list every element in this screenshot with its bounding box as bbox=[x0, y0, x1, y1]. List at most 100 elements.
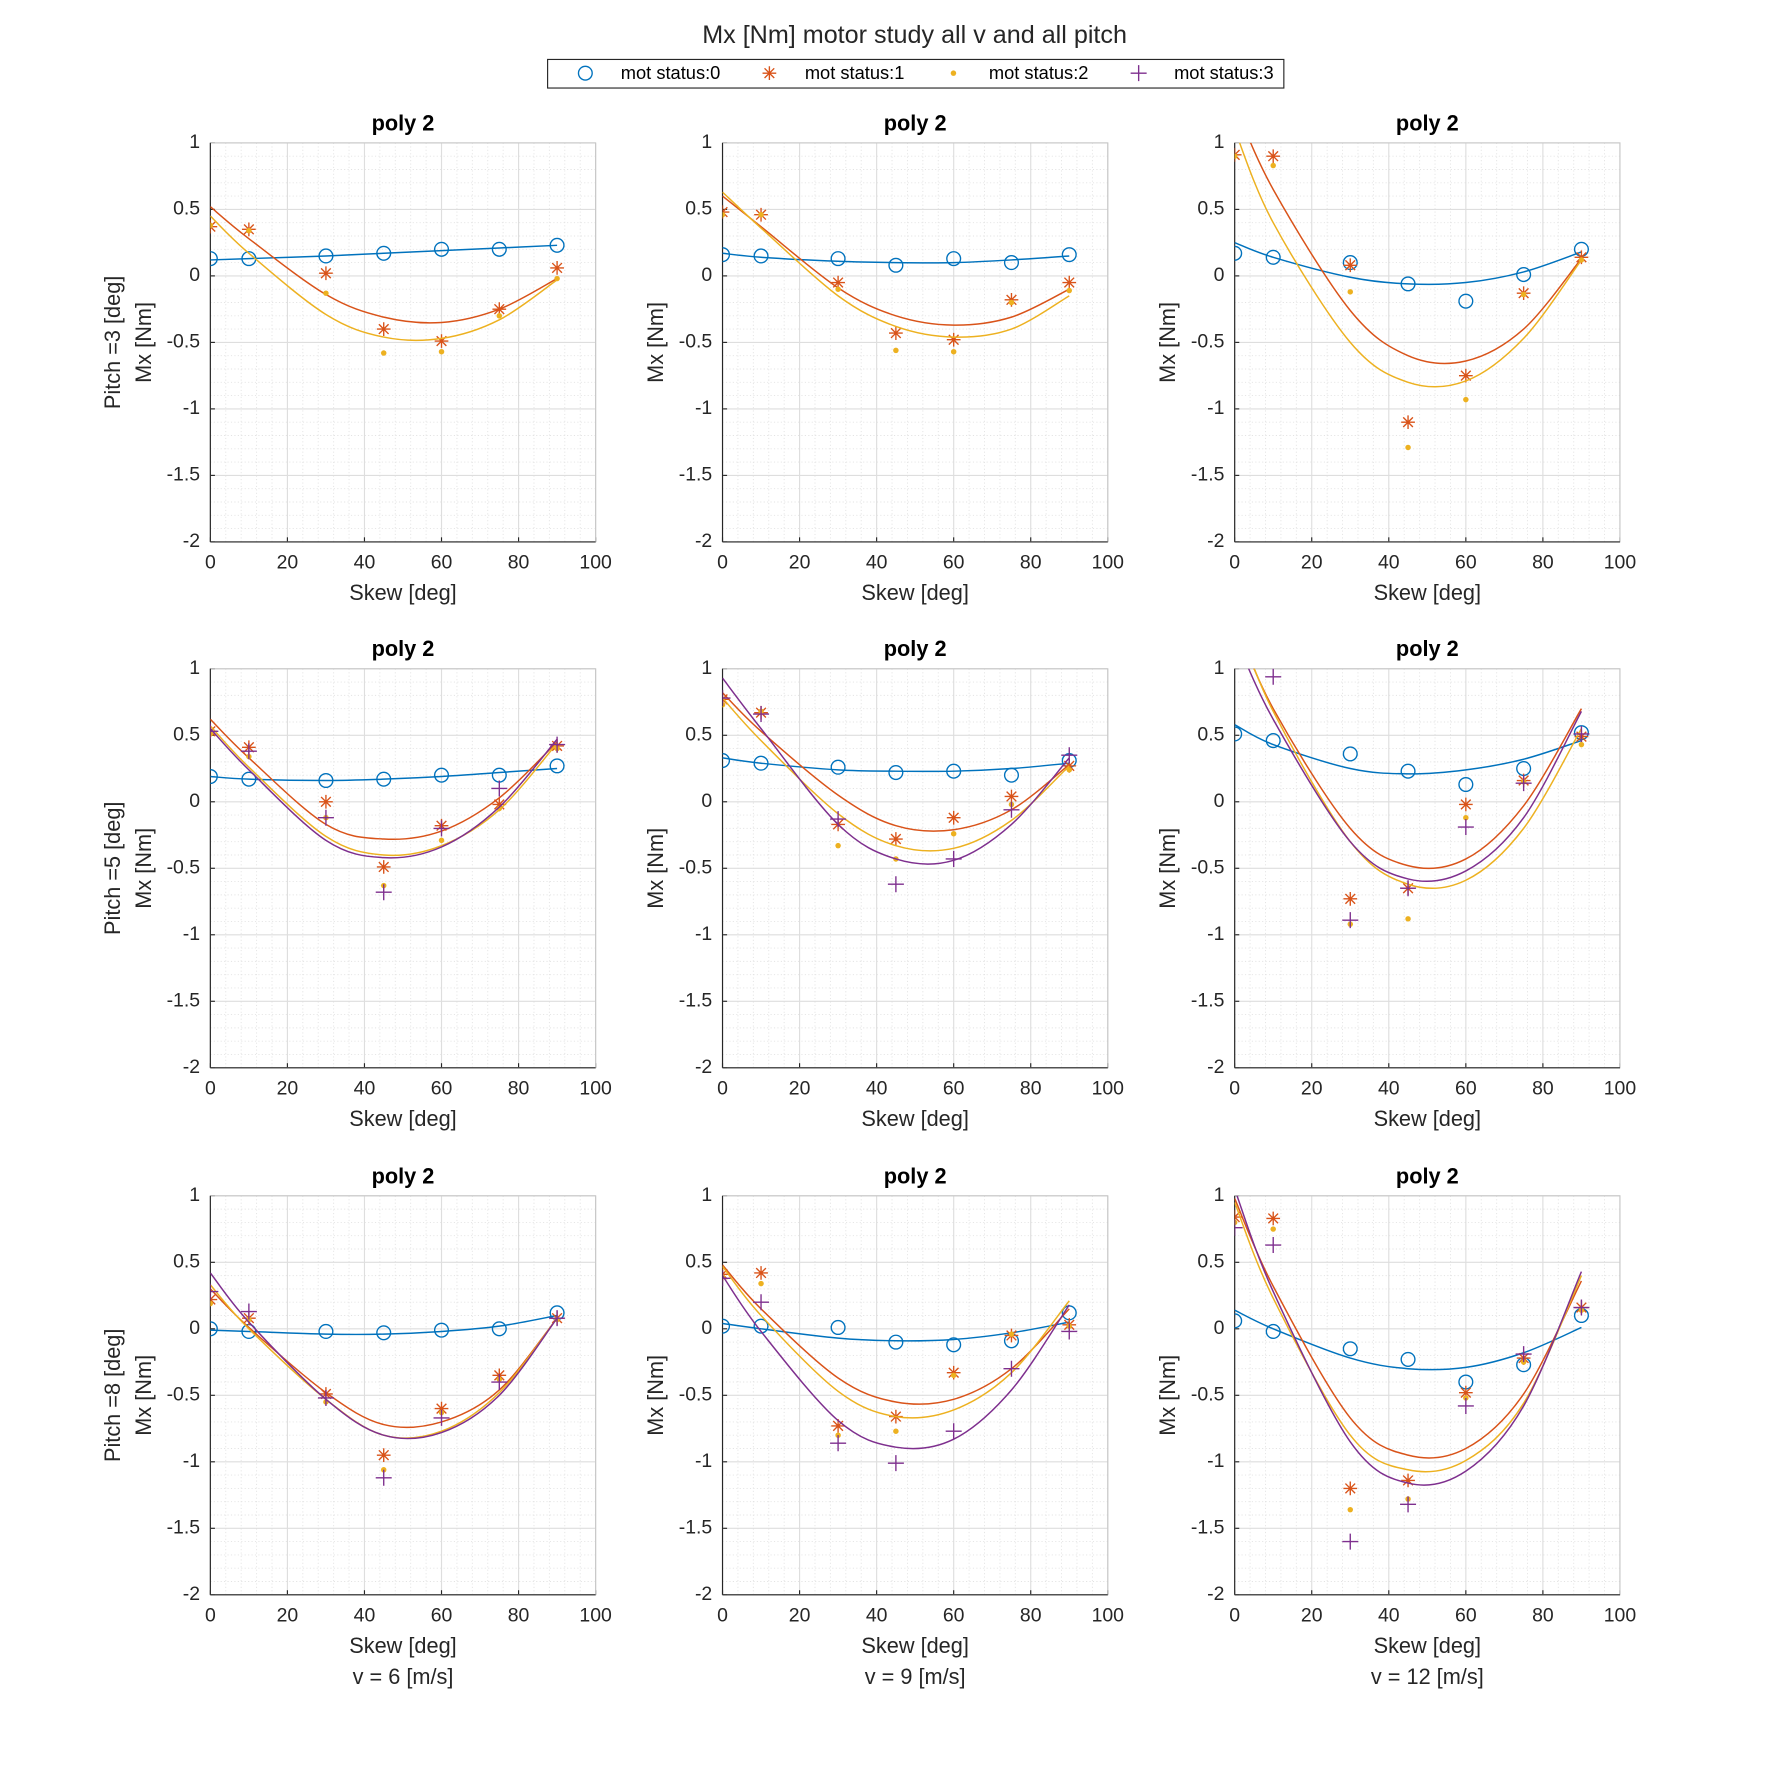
marker-plus bbox=[491, 1374, 508, 1391]
y-tick-label: 1 bbox=[701, 131, 712, 153]
fit-curve bbox=[1234, 723, 1582, 775]
y-tick-label: 0.5 bbox=[1197, 723, 1224, 745]
marker-plus bbox=[753, 706, 770, 723]
y-tick-label: -0.5 bbox=[167, 1383, 200, 1405]
marker-circle bbox=[1234, 1313, 1243, 1329]
y-tick-label: -1.5 bbox=[167, 989, 200, 1011]
marker-circle bbox=[1265, 1323, 1281, 1340]
subplot-title: poly 2 bbox=[372, 1163, 435, 1188]
plot-content bbox=[1234, 1195, 1590, 1550]
marker-dot bbox=[1578, 257, 1585, 263]
x-tick-label: 100 bbox=[579, 1605, 612, 1627]
marker-circle bbox=[1003, 767, 1020, 783]
marker-circle bbox=[753, 755, 769, 771]
marker-asterisk bbox=[550, 261, 564, 275]
plot-content bbox=[210, 206, 565, 356]
y-tick-label: -0.5 bbox=[167, 856, 200, 878]
subplot: 0 20 40 60 80 100 -2 -1.5 -1 -0.5 0 0.5 1 poly 2 Skew … bbox=[643, 1163, 1124, 1689]
x-tick-label: 20 bbox=[789, 1078, 811, 1100]
subplot-title: poly 2 bbox=[884, 1163, 947, 1188]
marker-circle bbox=[1342, 1341, 1358, 1357]
y-tick-label: 0 bbox=[1214, 790, 1225, 812]
fit-curve bbox=[210, 244, 558, 261]
fit-curve bbox=[722, 677, 1070, 865]
x-tick-label: 60 bbox=[1455, 1078, 1477, 1100]
marker-circle bbox=[376, 771, 392, 787]
legend-label: mot status:1 bbox=[805, 62, 905, 83]
x-tick-label: 0 bbox=[205, 1078, 216, 1100]
marker-circle bbox=[1458, 293, 1474, 309]
figure-title: Mx [Nm] motor study all v and all pitch bbox=[702, 21, 1127, 49]
marker-circle bbox=[1061, 247, 1077, 263]
marker-plus bbox=[210, 723, 219, 740]
x-axis-label: Skew [deg] bbox=[349, 580, 456, 605]
fit-curve bbox=[722, 1275, 1070, 1450]
marker-dot bbox=[1066, 767, 1073, 773]
x-axis-label: Skew [deg] bbox=[861, 1633, 968, 1658]
x-tick-label: 60 bbox=[1455, 1605, 1477, 1627]
y-tick-label: 1 bbox=[1214, 657, 1225, 679]
x-tick-label: 0 bbox=[1229, 1078, 1240, 1100]
marker-plus bbox=[491, 780, 508, 797]
x-tick-label: 80 bbox=[1020, 1605, 1042, 1627]
marker-circle bbox=[376, 1325, 392, 1341]
y-tick-label: -2 bbox=[183, 530, 200, 552]
marker-plus bbox=[1234, 1219, 1243, 1236]
y-tick-label: 0.5 bbox=[685, 198, 712, 220]
plot-content bbox=[1234, 142, 1589, 451]
marker-dot bbox=[893, 1428, 899, 1434]
marker-dot bbox=[438, 837, 445, 844]
fit-curve bbox=[1234, 241, 1582, 286]
y-tick-label: 0.5 bbox=[685, 1250, 712, 1272]
marker-asterisk bbox=[831, 275, 845, 290]
row-label: Pitch =5 [deg] bbox=[100, 802, 125, 935]
y-tick-label: 1 bbox=[189, 657, 200, 679]
marker-circle bbox=[753, 1318, 769, 1334]
plot-content bbox=[722, 1264, 1078, 1472]
x-tick-label: 0 bbox=[205, 1605, 216, 1627]
y-tick-label: -1.5 bbox=[1191, 989, 1224, 1011]
subplot: 0 20 40 60 80 100 -2 -1.5 -1 -0.5 0 0.5 1 poly 2 Skew … bbox=[100, 1163, 612, 1689]
marker-plus bbox=[887, 1455, 904, 1472]
marker-circle bbox=[888, 764, 904, 781]
marker-plus bbox=[1573, 725, 1590, 742]
marker-plus bbox=[1265, 668, 1282, 685]
marker-plus bbox=[945, 850, 962, 867]
marker-dot bbox=[758, 1280, 764, 1287]
fit-curve bbox=[1249, 142, 1582, 365]
legend-marker bbox=[762, 66, 777, 81]
marker-plus bbox=[753, 1294, 770, 1311]
x-tick-label: 80 bbox=[1532, 1078, 1554, 1100]
y-tick-label: -1 bbox=[1207, 397, 1224, 419]
marker-plus bbox=[722, 690, 731, 707]
fit-curve bbox=[722, 252, 1070, 264]
marker-plus bbox=[1003, 801, 1020, 818]
x-tick-label: 0 bbox=[717, 1605, 728, 1627]
marker-dot bbox=[554, 275, 560, 282]
marker-asterisk bbox=[1458, 368, 1473, 383]
fit-curve bbox=[210, 1272, 558, 1440]
x-tick-label: 40 bbox=[354, 1605, 376, 1627]
subplot-title: poly 2 bbox=[372, 636, 435, 661]
column-label: v = 6 [m/s] bbox=[353, 1664, 454, 1689]
row-label: Pitch =3 [deg] bbox=[100, 276, 125, 409]
y-tick-label: 0.5 bbox=[685, 723, 712, 745]
x-tick-label: 40 bbox=[354, 1078, 376, 1100]
legend-marker bbox=[950, 70, 957, 76]
marker-plus bbox=[375, 1469, 392, 1486]
marker-circle bbox=[722, 753, 731, 769]
y-tick-label: -0.5 bbox=[679, 856, 712, 878]
x-tick-label: 0 bbox=[717, 1078, 728, 1100]
marker-asterisk bbox=[831, 1419, 845, 1433]
marker-asterisk bbox=[1004, 789, 1019, 804]
fit-curve bbox=[722, 191, 1070, 338]
y-tick-label: -2 bbox=[1207, 530, 1224, 552]
marker-plus bbox=[1400, 880, 1417, 897]
marker-circle bbox=[241, 771, 257, 787]
marker-dot bbox=[1520, 291, 1527, 298]
marker-asterisk bbox=[376, 1448, 391, 1463]
marker-plus bbox=[1457, 1397, 1474, 1414]
marker-circle bbox=[830, 251, 846, 267]
marker-circle bbox=[753, 248, 769, 264]
